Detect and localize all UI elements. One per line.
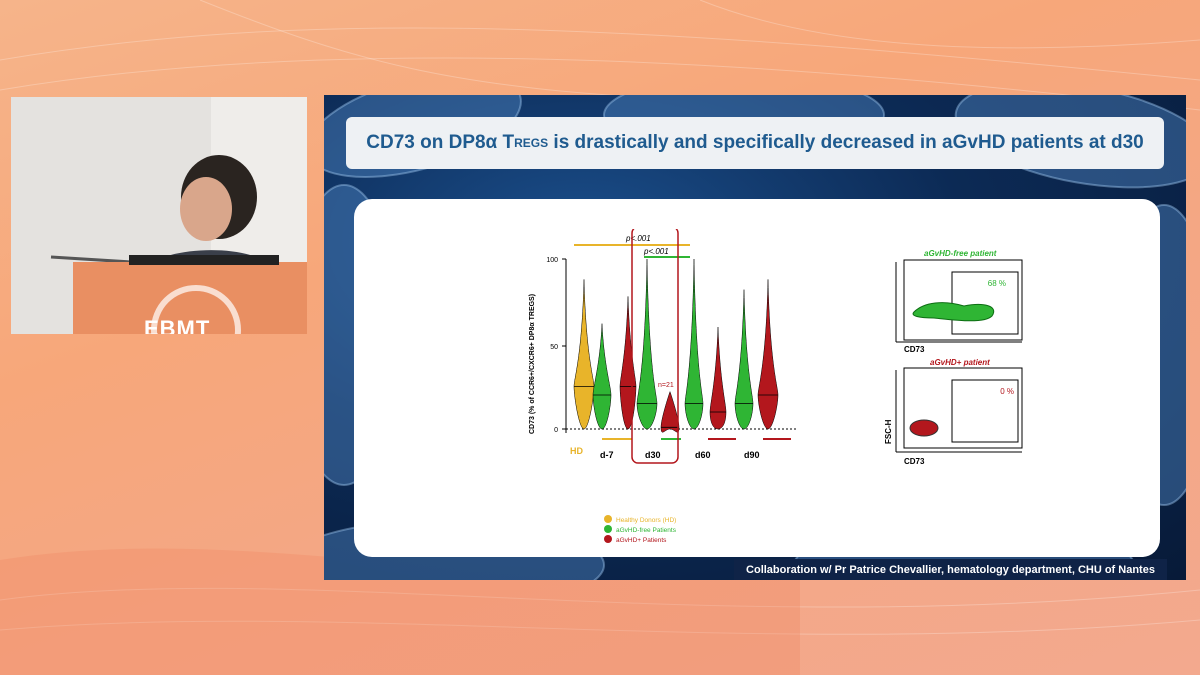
flow-bottom-percent: 0 % xyxy=(1000,387,1014,396)
flow-bottom-population xyxy=(909,419,939,437)
violin-d30-free xyxy=(636,258,658,430)
presentation-slide: CD73 on DP8α T REGS is drastically and s… xyxy=(324,95,1186,580)
flow-bottom-xlabel: CD73 xyxy=(904,457,925,466)
violin-shapes xyxy=(573,258,779,433)
flow-plots: aGvHD-free patient 68 % CD73 aGvHD+ pati… xyxy=(884,249,1023,466)
title-main: CD73 on DP8α T xyxy=(366,132,515,153)
violin-plot: 100 50 0 CD73 (% of CCR6+/CXCR6+ DP8α TR… xyxy=(529,229,796,544)
ytick-100: 100 xyxy=(546,257,558,264)
title-subscript: REGS xyxy=(514,136,549,150)
flow-top-title: aGvHD-free patient xyxy=(924,249,997,258)
n-annotation: n=21 xyxy=(658,382,674,389)
violin-d90-free xyxy=(734,289,754,430)
slide-footer: Collaboration w/ Pr Patrice Chevallier, … xyxy=(734,559,1167,580)
legend-dot-pos xyxy=(604,535,612,543)
flow-top-frame xyxy=(903,259,1023,341)
group-label-d-7: d-7 xyxy=(600,450,614,460)
flow-bottom-gate xyxy=(951,379,1019,443)
legend-dot-hd xyxy=(604,515,612,523)
lectern-logo: EBMT xyxy=(144,316,211,334)
ytick-0: 0 xyxy=(554,427,558,434)
flow-bottom-title: aGvHD+ patient xyxy=(930,358,990,367)
legend-pos: aGvHD+ Patients xyxy=(616,537,667,544)
ytick-50: 50 xyxy=(550,344,558,351)
group-label-d60: d60 xyxy=(695,450,711,460)
speaker-scene xyxy=(11,97,307,334)
violin-d30-pos xyxy=(660,390,680,433)
legend-hd: Healthy Donors (HD) xyxy=(616,517,676,524)
violin-d-7-pos xyxy=(619,296,637,430)
speaker-face xyxy=(180,177,232,241)
violin-d60-free xyxy=(684,258,704,430)
legend-free: aGvHD-free Patients xyxy=(616,527,677,534)
legend-dot-free xyxy=(604,525,612,533)
speaker-video: EBMT xyxy=(11,97,307,334)
violin-d60-pos xyxy=(709,326,727,430)
y-axis-label: CD73 (% of CCR6+/CXCR6+ DP8α TREGS) xyxy=(529,294,536,434)
group-label-d30: d30 xyxy=(645,450,661,460)
flow-top-population xyxy=(912,302,995,322)
group-label-hd: HD xyxy=(570,446,583,456)
violin-hd xyxy=(573,279,595,430)
violin-d90-pos xyxy=(757,279,779,430)
p-value-2: p<.001 xyxy=(643,247,669,256)
p-value-1: p<.001 xyxy=(625,234,651,243)
flow-top-xlabel: CD73 xyxy=(904,345,925,354)
pointer xyxy=(50,255,132,264)
slide-title: CD73 on DP8α T REGS is drastically and s… xyxy=(346,117,1164,169)
group-label-d90: d90 xyxy=(744,450,760,460)
d30-highlight-box xyxy=(631,229,679,464)
lectern xyxy=(73,262,307,334)
flow-bottom-ylabel: FSC-H xyxy=(884,419,893,444)
violin-d-7-free xyxy=(592,323,612,430)
content-card: 100 50 0 CD73 (% of CCR6+/CXCR6+ DP8α TR… xyxy=(354,199,1160,557)
flow-top-percent: 68 % xyxy=(988,279,1006,288)
laptop xyxy=(129,255,279,265)
title-rest: is drastically and specifically decrease… xyxy=(548,132,1144,153)
